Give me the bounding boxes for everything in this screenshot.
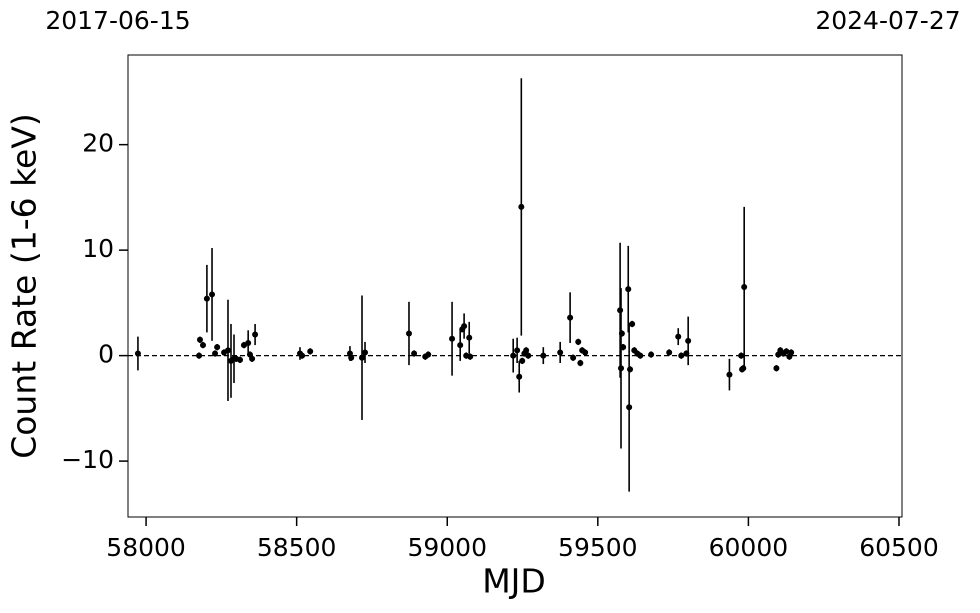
x-tick-label: 59000 (407, 533, 487, 562)
data-point (348, 354, 355, 361)
data-point (224, 347, 231, 354)
data-point (425, 351, 432, 358)
data-point (741, 284, 748, 291)
data-point (196, 336, 203, 343)
data-point (666, 349, 673, 356)
data-point (620, 344, 627, 351)
data-point (199, 342, 206, 349)
data-point (516, 373, 523, 380)
data-point (466, 334, 473, 341)
data-point (788, 349, 795, 356)
x-tick-label: 59500 (558, 533, 638, 562)
data-point (457, 342, 464, 349)
top-right-label: 2024-07-27 (815, 6, 960, 35)
data-point (449, 335, 456, 342)
data-point (134, 350, 141, 357)
data-point (625, 286, 632, 293)
data-point (626, 404, 633, 411)
data-point (685, 337, 692, 344)
data-point (359, 354, 366, 361)
data-point (726, 371, 733, 378)
data-point (575, 338, 582, 345)
y-tick-label: −10 (61, 445, 114, 474)
data-point (617, 307, 624, 314)
data-point (252, 331, 259, 338)
data-point (582, 349, 589, 356)
data-point (678, 352, 685, 359)
data-point (411, 350, 418, 357)
data-point (209, 291, 216, 298)
data-point (577, 360, 584, 366)
plot-frame (127, 54, 903, 518)
data-point (405, 330, 412, 337)
data-point (518, 203, 525, 210)
data-point (299, 352, 306, 359)
data-point (237, 356, 244, 363)
y-tick-label: 10 (82, 234, 114, 263)
x-tick-label: 60500 (859, 533, 939, 562)
data-point (618, 365, 625, 372)
x-axis-title: MJD (482, 562, 546, 601)
y-axis-title: Count Rate (1-6 keV) (5, 113, 44, 459)
top-left-label: 2017-06-15 (45, 6, 190, 35)
x-tick-label: 58500 (257, 533, 337, 562)
data-point (637, 352, 644, 359)
data-point (212, 350, 219, 357)
data-point (618, 330, 625, 337)
data-point (196, 352, 203, 359)
x-tick-label: 58000 (106, 533, 186, 562)
data-point (203, 295, 210, 302)
data-point (245, 339, 252, 346)
data-point (773, 365, 780, 372)
data-point (567, 314, 574, 321)
data-point (307, 348, 314, 355)
data-point (519, 357, 526, 364)
data-point (540, 352, 547, 359)
data-point (675, 333, 682, 340)
data-point (362, 349, 369, 356)
data-point (738, 352, 745, 359)
data-point (467, 353, 474, 360)
data-point (627, 366, 634, 373)
data-point (740, 365, 747, 372)
x-tick-label: 60000 (709, 533, 789, 562)
y-tick-label: 20 (82, 129, 114, 158)
data-point (629, 320, 636, 327)
data-point (461, 323, 468, 330)
data-point (214, 344, 221, 351)
data-point (249, 355, 256, 362)
data-point (510, 352, 517, 359)
data-point (557, 349, 564, 356)
data-point (525, 352, 532, 359)
data-point (648, 351, 655, 358)
data-point (523, 347, 530, 354)
y-tick-label: 0 (98, 340, 114, 369)
data-point (570, 354, 577, 361)
data-point (783, 348, 790, 355)
data-point (514, 347, 521, 354)
